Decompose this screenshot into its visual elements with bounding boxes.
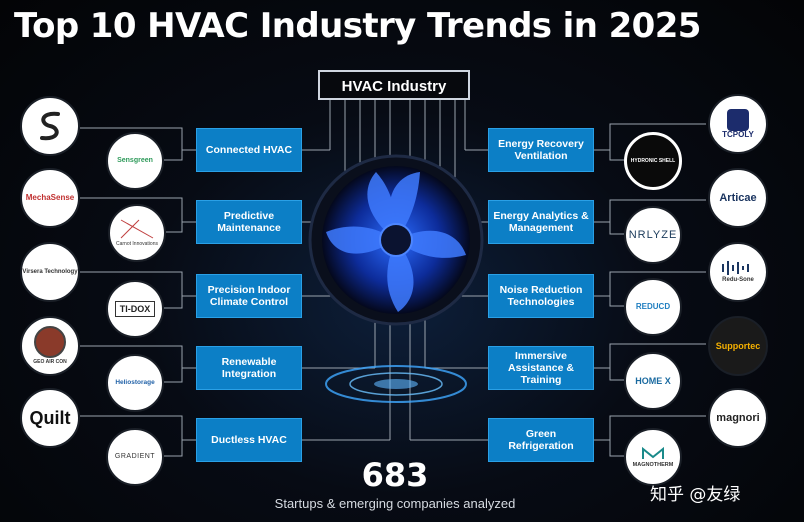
logo-circle-left-inner-1: Sensgreen [106, 132, 164, 190]
wave-logo-icon [40, 111, 60, 141]
trend-green-refrigeration: Green Refrigeration [488, 418, 594, 462]
logo-circle-right-inner-4: HOME X [624, 352, 682, 410]
startup-count: 683 [361, 456, 429, 494]
soundwave-logo-icon [722, 261, 749, 275]
logo-circle-right-outer-4: Supportec [708, 316, 768, 376]
trend-precision-climate: Precision Indoor Climate Control [196, 274, 302, 318]
trend-immersive-assistance: Immersive Assistance & Training [488, 346, 594, 390]
logo-circle-left-outer-1 [20, 96, 80, 156]
carnot-logo-icon [120, 219, 154, 239]
logo-label: HOME X [635, 376, 671, 386]
logo-label: MechaSense [25, 193, 75, 202]
logo-circle-left-outer-5: Quilt [20, 388, 80, 448]
trend-connected-hvac: Connected HVAC [196, 128, 302, 172]
logo-label: Quilt [29, 407, 71, 428]
logo-label: Redu-Sone [722, 277, 754, 283]
tcpoly-mark-icon [727, 109, 749, 131]
page-title: Top 10 HVAC Industry Trends in 2025 [14, 6, 701, 46]
logo-circle-right-outer-2: Articae [708, 168, 768, 228]
logo-circle-right-inner-1: HYDRONIC SHELL [624, 132, 682, 190]
logo-label: HYDRONIC SHELL [630, 158, 676, 164]
logo-label: TI-DOX [114, 301, 156, 317]
trend-ductless-hvac: Ductless HVAC [196, 418, 302, 462]
logo-label: Articae [719, 192, 757, 204]
logo-label: Carnot Innovations [116, 241, 158, 247]
logo-circle-left-inner-4: Heliostorage [106, 354, 164, 412]
logo-circle-right-inner-5: MAGNOTHERM [624, 428, 682, 486]
logo-label: GRADIENT [114, 453, 156, 460]
logo-label: TCPOLY [722, 130, 754, 139]
hub-box: HVAC Industry [318, 70, 470, 100]
logo-circle-right-outer-1: TCPOLY [708, 94, 768, 154]
trend-noise-reduction: Noise Reduction Technologies [488, 274, 594, 318]
logo-label: Supportec [715, 341, 761, 351]
trend-energy-analytics: Energy Analytics & Management [488, 200, 594, 244]
logo-circle-right-inner-2: NRLYZE [624, 206, 682, 264]
logo-circle-right-inner-3: REDUCD [624, 278, 682, 336]
geo-aircon-badge-icon [34, 326, 66, 358]
logo-circle-left-outer-3: Virsera Technology [20, 242, 80, 302]
logo-label: Virsera Technology [22, 269, 78, 275]
fan-illustration [308, 154, 484, 403]
trend-renewable-integration: Renewable Integration [196, 346, 302, 390]
logo-label: magnori [716, 412, 760, 424]
count-caption: Startups & emerging companies analyzed [274, 496, 516, 511]
magnotherm-logo-icon [642, 446, 664, 459]
logo-circle-right-outer-5: magnori [708, 388, 768, 448]
logo-label: REDUCD [635, 302, 671, 311]
logo-circle-left-outer-2: MechaSense [20, 168, 80, 228]
logo-circle-left-inner-5: GRADIENT [106, 428, 164, 486]
logo-label: NRLYZE [628, 229, 678, 241]
source-credit: 知乎 @友绿 [650, 485, 741, 505]
logo-circle-left-inner-2: Carnot Innovations [108, 204, 166, 262]
logo-label: MAGNOTHERM [632, 462, 674, 468]
logo-circle-left-outer-4: GEO AIR CON [20, 316, 80, 376]
trend-energy-recovery: Energy Recovery Ventilation [488, 128, 594, 172]
logo-circle-left-inner-3: TI-DOX [106, 280, 164, 338]
trend-predictive-maintenance: Predictive Maintenance [196, 200, 302, 244]
logo-circle-right-outer-3: Redu-Sone [708, 242, 768, 302]
logo-label: GEO AIR CON [33, 359, 67, 365]
logo-label: Sensgreen [117, 157, 153, 164]
logo-label: Heliostorage [115, 379, 155, 386]
